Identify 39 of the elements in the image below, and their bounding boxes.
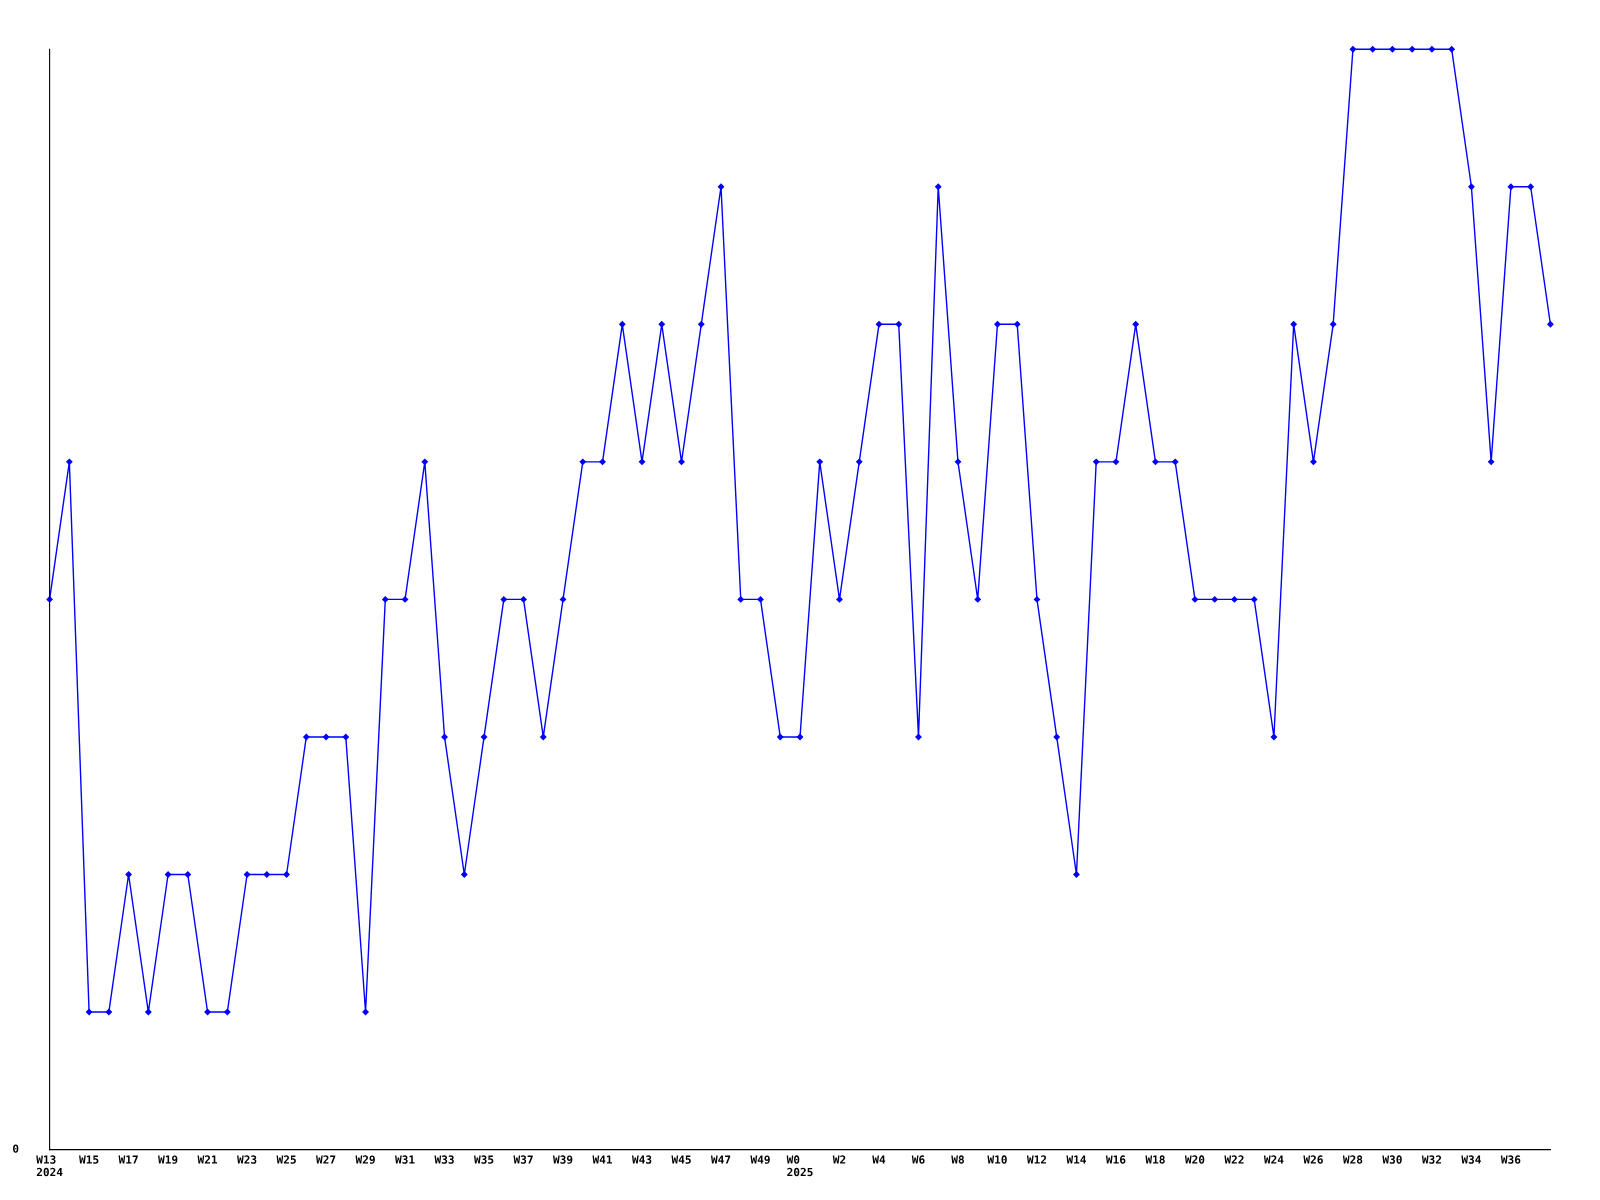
x-tick-label: W30 [1382,1155,1402,1164]
x-tick-label: W28 [1342,1155,1363,1164]
text: 0 [13,1144,19,1153]
x-tick-label: W18 [1145,1155,1165,1164]
x-tick-label: W34 [1461,1155,1481,1164]
x-tick-label: W47 [710,1155,731,1164]
x-tick-label: W8 [951,1155,964,1164]
x-tick-label: W22 [1224,1155,1244,1164]
x-tick-label: W20 [1184,1155,1205,1164]
x-tick-label: W4 [872,1155,886,1164]
x-tick-label: W12 [1026,1155,1047,1164]
x-tick-label: W36 [1500,1155,1521,1164]
x-tick-label: W43 [631,1155,652,1164]
x-tick-label: W29 [355,1155,375,1164]
x-tick-label: W35 [474,1155,494,1164]
x-tick-label: W0 2025 [786,1155,813,1177]
x-tick-label: W26 [1303,1155,1323,1164]
x-tick-label: W39 [553,1155,573,1164]
x-tick-label: W23 [237,1155,257,1164]
x-tick-label: W2 [832,1155,846,1164]
x-tick-label: W19 [158,1155,178,1164]
x-tick-label: W31 [395,1155,415,1164]
x-tick-label: W17 [118,1155,138,1164]
x-tick-label: W37 [513,1155,533,1164]
x-tick-label: W16 [1105,1155,1126,1164]
x-tick-label: W13 2024 [36,1155,63,1177]
x-tick-label: W41 [592,1155,613,1164]
x-tick-label: W33 [434,1155,454,1164]
x-tick-label: W24 [1263,1155,1284,1164]
x-tick-label: W14 [1066,1155,1086,1164]
x-tick-label: W6 [911,1155,925,1164]
x-tick-label: W27 [316,1155,336,1164]
x-tick-label: W21 [197,1155,218,1164]
x-tick-label: W15 [79,1155,99,1164]
x-tick-label: W10 [987,1155,1007,1164]
x-tick-label: W32 [1421,1155,1442,1164]
x-tick-label: W49 [750,1155,770,1164]
x-tick-label: W25 [276,1155,296,1164]
x-tick-label: W45 [671,1155,691,1164]
